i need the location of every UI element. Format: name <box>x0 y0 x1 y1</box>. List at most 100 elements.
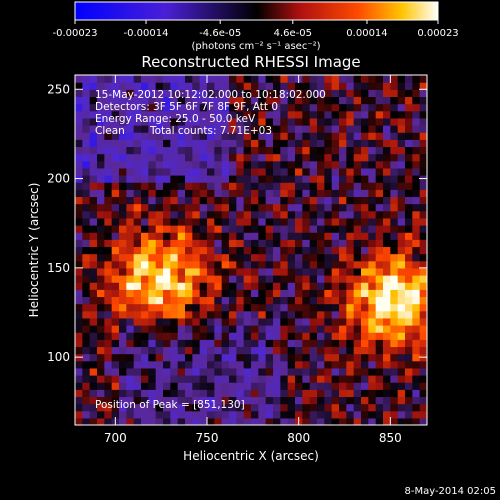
heatmap-cell <box>361 217 369 226</box>
heatmap-cell <box>82 132 91 140</box>
heatmap-cell <box>229 196 237 205</box>
heatmap-cell <box>339 353 347 362</box>
heatmap-cell <box>368 246 377 255</box>
heatmap-cell <box>295 82 303 90</box>
heatmap-cell <box>141 346 149 355</box>
heatmap-cell <box>192 125 201 133</box>
heatmap-cell <box>170 139 179 148</box>
colorbar-tick-label: -0.00023 <box>53 28 98 39</box>
heatmap-cell <box>141 210 149 219</box>
heatmap-cell <box>185 139 193 148</box>
heatmap-cell <box>82 139 91 148</box>
heatmap-cell <box>390 203 399 212</box>
heatmap-cell <box>375 289 384 298</box>
heatmap-cell <box>207 225 215 233</box>
heatmap-cell <box>346 217 355 226</box>
heatmap-cell <box>331 310 340 319</box>
heatmap-cell <box>419 96 427 105</box>
heatmap-cell <box>353 360 362 369</box>
heatmap-cell <box>126 325 135 333</box>
heatmap-cell <box>302 89 311 98</box>
heatmap-cell <box>405 253 413 262</box>
heatmap-cell <box>375 367 384 376</box>
heatmap-cell <box>97 382 105 390</box>
heatmap-cell <box>309 182 318 190</box>
heatmap-cell <box>177 396 186 405</box>
heatmap-cell <box>251 139 259 148</box>
heatmap-cell <box>258 332 267 340</box>
heatmap-cell <box>309 325 318 333</box>
heatmap-cell <box>229 75 237 83</box>
heatmap-cell <box>265 332 274 340</box>
heatmap-cell <box>361 289 369 298</box>
colorbar-tick-label: 0.00023 <box>417 28 458 39</box>
heatmap-cell <box>405 167 413 176</box>
heatmap-cell <box>82 153 91 162</box>
heatmap-cell <box>126 146 135 155</box>
heatmap-cell <box>302 260 311 269</box>
heatmap-cell <box>192 210 201 219</box>
heatmap-cell <box>82 367 91 376</box>
heatmap-cell <box>236 225 245 233</box>
heatmap-cell <box>419 139 427 148</box>
heatmap-cell <box>412 89 421 98</box>
heatmap-cell <box>133 375 142 383</box>
heatmap-cell <box>331 182 340 190</box>
heatmap-cell <box>243 139 252 148</box>
heatmap-cell <box>75 296 83 305</box>
heatmap-cell <box>155 346 164 355</box>
heatmap-cell <box>368 360 377 369</box>
heatmap-cell <box>251 239 259 248</box>
heatmap-cell <box>419 217 427 226</box>
heatmap-cell <box>170 196 179 205</box>
heatmap-cell <box>324 89 333 98</box>
heatmap-cell <box>119 196 127 205</box>
heatmap-cell <box>302 317 311 326</box>
heatmap-cell <box>199 117 208 126</box>
heatmap-cell <box>353 282 362 290</box>
heatmap-cell <box>383 353 391 362</box>
heatmap-cell <box>177 182 186 190</box>
heatmap-cell <box>346 82 355 90</box>
heatmap-cell <box>287 139 296 148</box>
heatmap-cell <box>185 396 193 405</box>
heatmap-cell <box>104 139 113 148</box>
heatmap-cell <box>170 225 179 233</box>
heatmap-cell <box>317 196 325 205</box>
heatmap-cell <box>236 96 245 105</box>
heatmap-cell <box>119 239 127 248</box>
heatmap-cell <box>75 389 83 398</box>
heatmap-cell <box>353 310 362 319</box>
heatmap-cell <box>317 367 325 376</box>
heatmap-cell <box>280 103 289 112</box>
heatmap-cell <box>214 382 223 390</box>
heatmap-cell <box>419 196 427 205</box>
heatmap-cell <box>353 353 362 362</box>
heatmap-cell <box>383 346 391 355</box>
heatmap-cell <box>258 417 267 425</box>
heatmap-cell <box>375 260 384 269</box>
heatmap-cell <box>383 417 391 425</box>
heatmap-cell <box>163 267 171 276</box>
heatmap-cell <box>339 317 347 326</box>
heatmap-cell <box>119 232 127 240</box>
heatmap-cell <box>375 396 384 405</box>
heatmap-cell <box>163 417 171 425</box>
heatmap-cell <box>287 82 296 90</box>
heatmap-cell <box>419 417 427 425</box>
heatmap-cell <box>346 96 355 105</box>
heatmap-cell <box>287 353 296 362</box>
heatmap-cell <box>331 189 340 198</box>
heatmap-cell <box>368 275 377 283</box>
heatmap-cell <box>339 132 347 140</box>
heatmap-cell <box>75 417 83 425</box>
heatmap-cell <box>163 132 171 140</box>
heatmap-cell <box>82 239 91 248</box>
heatmap-cell <box>265 253 274 262</box>
heatmap-cell <box>412 389 421 398</box>
heatmap-cell <box>346 339 355 348</box>
heatmap-cell <box>82 203 91 212</box>
heatmap-cell <box>251 167 259 176</box>
heatmap-cell <box>82 410 91 419</box>
heatmap-cell <box>97 389 105 398</box>
